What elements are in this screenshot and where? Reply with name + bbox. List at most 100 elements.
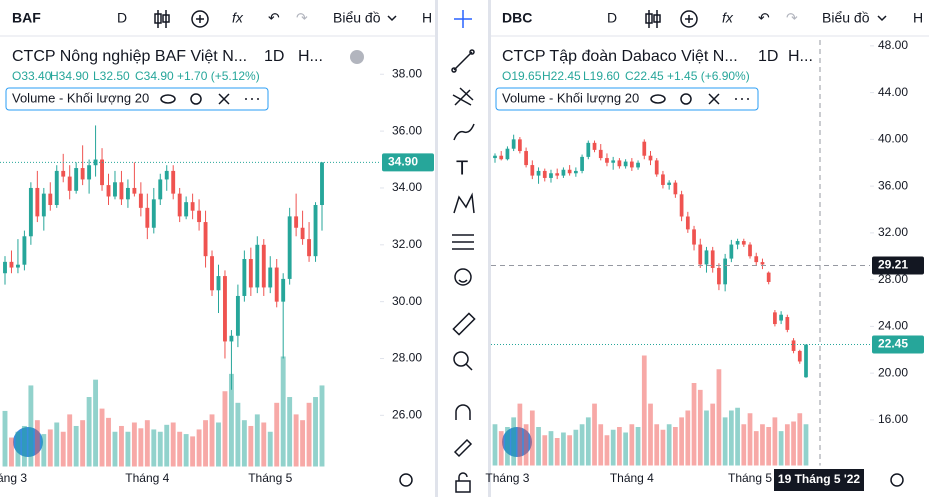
fx-icon[interactable]: fx <box>722 10 734 26</box>
redo-icon[interactable]: ↷ <box>296 10 308 26</box>
crosshair-tool[interactable] <box>454 10 472 28</box>
ohlc-legend: C34.90 <box>135 69 174 83</box>
pattern-tool[interactable] <box>453 192 475 214</box>
candle-body <box>9 261 14 268</box>
volume-bar <box>598 424 604 466</box>
x-tick-label: Tháng 5 <box>248 471 292 485</box>
settings-icon[interactable] <box>190 93 202 105</box>
fib-tool[interactable] <box>452 87 474 106</box>
more-button[interactable]: H <box>422 10 432 26</box>
candle-body <box>268 267 273 288</box>
volume-bar <box>73 425 79 467</box>
volume-bar <box>548 431 554 466</box>
eye-icon[interactable] <box>650 94 666 104</box>
volume-legend: Volume - Khối lượng 20 <box>502 90 639 105</box>
candle-body <box>723 258 728 285</box>
brush-tool[interactable] <box>453 123 475 141</box>
symbol[interactable]: BAF <box>12 10 41 26</box>
volume-bar <box>119 425 124 467</box>
collapse-button[interactable] <box>350 50 364 64</box>
volume-bar <box>778 431 784 466</box>
candle-body <box>274 267 279 302</box>
candle-body <box>642 141 647 156</box>
volume-bar <box>554 438 560 466</box>
undo-icon[interactable]: ↶ <box>758 10 770 26</box>
volume-bar <box>747 413 753 466</box>
symbol[interactable]: DBC <box>502 10 532 26</box>
candle-icon[interactable] <box>645 10 661 28</box>
candle-body <box>580 156 584 171</box>
ohlc-legend: +1.45 (+6.90%) <box>667 69 750 83</box>
candle-body <box>617 160 622 167</box>
ruler-tool[interactable] <box>452 312 476 336</box>
settings-icon[interactable] <box>680 93 692 105</box>
eye-icon[interactable] <box>160 94 176 104</box>
emoji-tool[interactable] <box>454 268 472 286</box>
volume-bar <box>138 428 144 467</box>
volume-bar <box>517 403 523 466</box>
volume-bar <box>567 435 573 466</box>
candle-body <box>67 176 72 191</box>
volume-bar <box>797 413 803 466</box>
candle-body <box>536 170 541 176</box>
indicator-icon[interactable] <box>191 10 209 28</box>
indicator-icon[interactable] <box>680 10 698 28</box>
lock-tool[interactable] <box>455 472 471 493</box>
candle-body <box>281 278 286 302</box>
last-price-box <box>382 153 434 172</box>
volume-legend: Volume - Khối lượng 20 <box>12 90 149 105</box>
crosshair-box <box>872 256 924 275</box>
candle-body <box>106 185 111 197</box>
volume-bar <box>228 373 234 467</box>
volume-bar <box>735 407 740 466</box>
volume-bar <box>772 417 778 466</box>
candle-body <box>636 162 640 168</box>
candle-body <box>605 158 609 163</box>
interval-button[interactable]: D <box>607 10 617 26</box>
settings-icon[interactable] <box>399 473 413 487</box>
redo-icon[interactable]: ↷ <box>786 10 798 26</box>
candle-body <box>499 155 504 160</box>
volume-bar <box>654 424 660 466</box>
candle-body <box>542 170 547 178</box>
chart-menu[interactable]: Biểu đồ <box>822 10 870 26</box>
candle-body <box>190 202 195 211</box>
zoom-tool[interactable] <box>453 351 473 371</box>
ohlc-legend: H34.90 <box>50 69 89 83</box>
separator <box>435 0 438 497</box>
candle-body <box>41 193 46 217</box>
candle-body <box>524 151 528 166</box>
fx-icon[interactable]: fx <box>232 10 244 26</box>
last-price-box <box>872 335 924 354</box>
ohlc-legend: O33.40 <box>12 69 52 83</box>
last-price-label: 34.90 <box>388 155 418 169</box>
measure-tool[interactable] <box>452 234 474 250</box>
volume-bar <box>623 432 628 466</box>
legend-icons <box>160 93 749 105</box>
volume-legend-box[interactable] <box>5 87 269 111</box>
candle-body <box>654 160 659 175</box>
candle-body <box>573 170 578 174</box>
interval-button[interactable]: D <box>117 10 127 26</box>
close-icon[interactable] <box>708 93 720 105</box>
more-button[interactable]: H <box>913 10 923 26</box>
volume-bar <box>196 429 202 467</box>
settings-icon[interactable] <box>890 473 904 487</box>
volume-bar <box>511 417 517 466</box>
candle-body <box>313 205 318 257</box>
lock-draw-tool[interactable] <box>453 438 473 458</box>
undo-icon[interactable]: ↶ <box>268 10 280 26</box>
magnet-tool[interactable] <box>455 404 471 420</box>
menu-arrow <box>877 15 887 22</box>
volume-bar <box>34 420 40 467</box>
crosshair-date: 19 Tháng 5 '22 <box>778 472 861 486</box>
volume-bar <box>697 389 703 466</box>
trendline-tool[interactable] <box>451 49 475 73</box>
text-tool[interactable]: T <box>456 157 468 179</box>
volume-legend-box[interactable] <box>495 87 759 111</box>
volume-bar <box>60 431 66 467</box>
close-icon[interactable] <box>218 93 230 105</box>
chart-menu[interactable]: Biểu đồ <box>333 10 381 26</box>
chart-title: CTCP Tập đoàn Dabaco Việt N... <box>502 48 738 65</box>
candle-icon[interactable] <box>154 10 170 28</box>
